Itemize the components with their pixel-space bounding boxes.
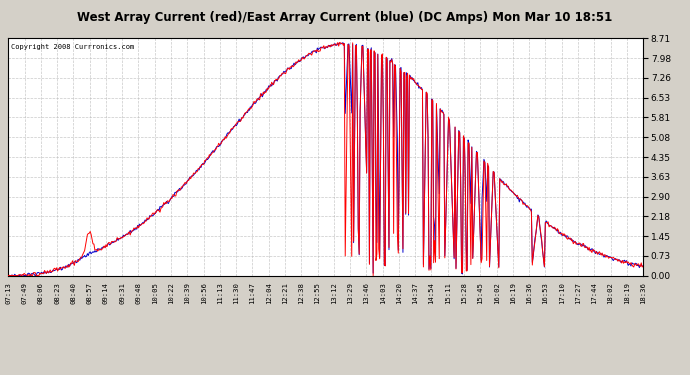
Text: Copyright 2008 Currronics.com: Copyright 2008 Currronics.com xyxy=(12,44,135,50)
Text: West Array Current (red)/East Array Current (blue) (DC Amps) Mon Mar 10 18:51: West Array Current (red)/East Array Curr… xyxy=(77,11,613,24)
